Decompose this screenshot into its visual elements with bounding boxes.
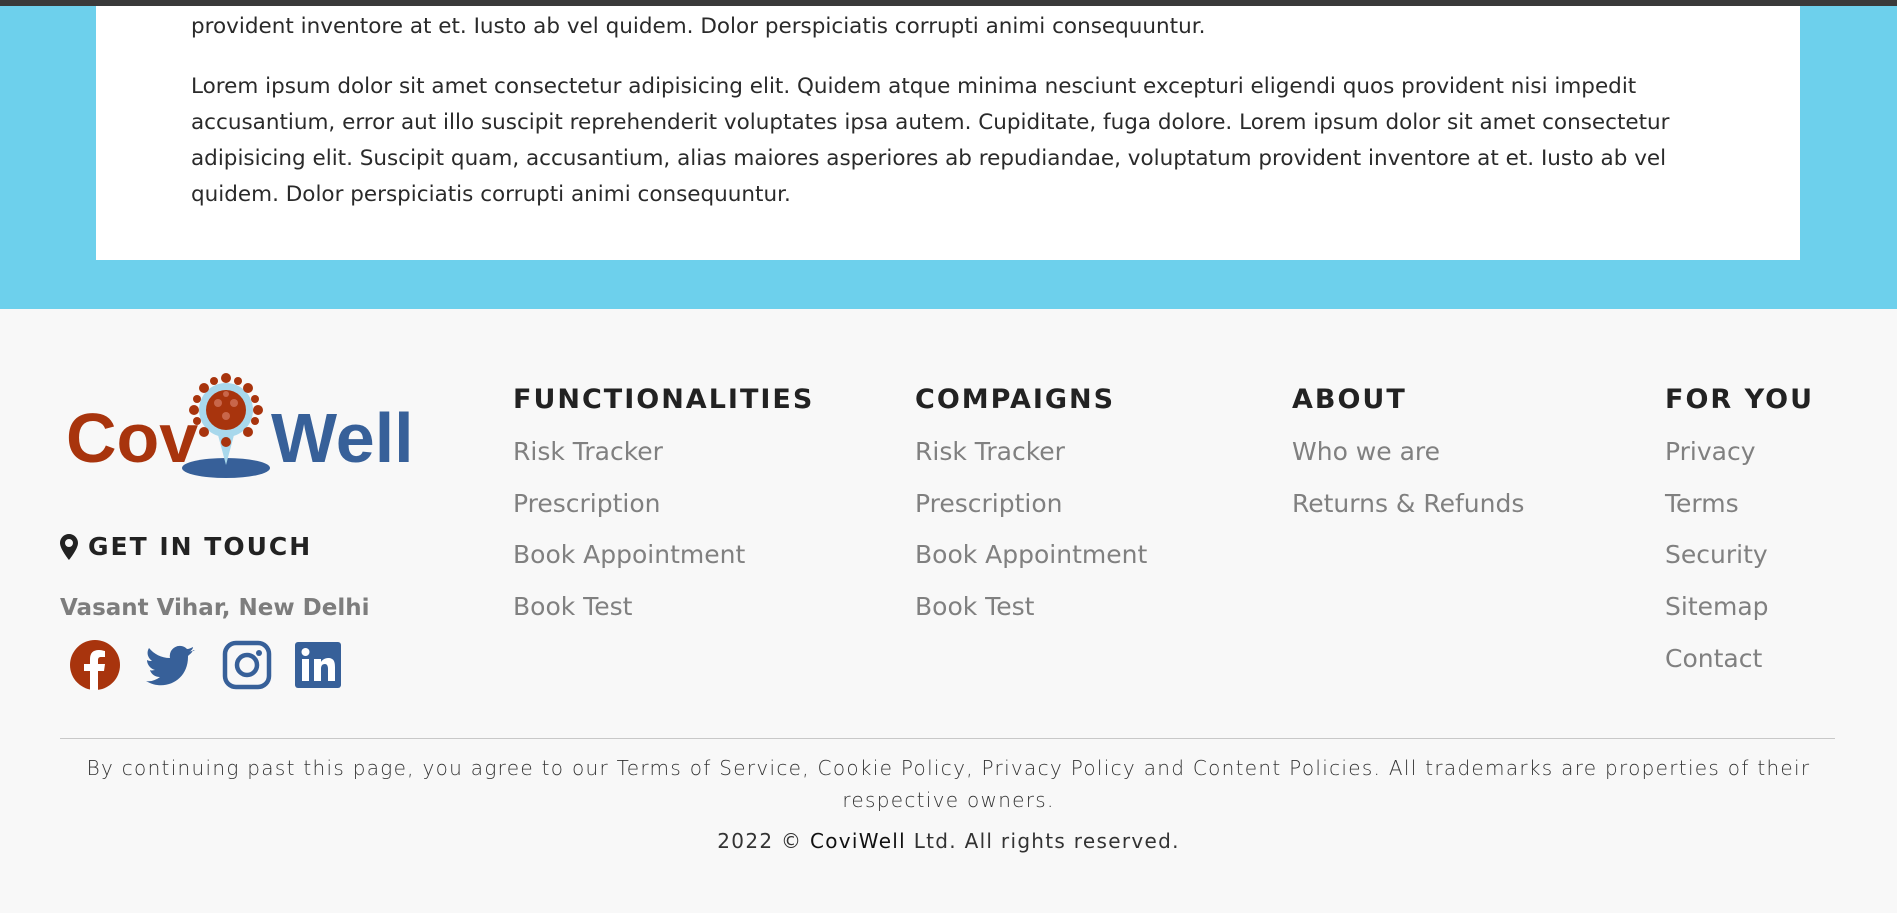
column-heading: COMPAIGNS	[915, 384, 1116, 415]
link-book-test[interactable]: Book Test	[915, 592, 1035, 622]
link-book-test[interactable]: Book Test	[513, 592, 633, 622]
link-terms[interactable]: Terms	[1665, 488, 1739, 518]
column-heading: FOR YOU	[1665, 384, 1815, 415]
footer-column-functionalities: FUNCTIONALITIES Risk Tracker Prescriptio…	[513, 384, 814, 644]
legal-notice: By continuing past this page, you agree …	[86, 756, 1811, 812]
facebook-icon[interactable]	[70, 640, 120, 690]
instagram-icon[interactable]	[222, 640, 272, 690]
top-edge-bar	[0, 0, 1897, 6]
copyright: 2022 © CoviWell Ltd. All rights reserved…	[0, 829, 1897, 853]
link-who-we-are[interactable]: Who we are	[1292, 437, 1441, 466]
address: Vasant Vihar, New Delhi	[60, 595, 370, 621]
twitter-icon[interactable]	[146, 640, 196, 690]
footer-column-compaigns: COMPAIGNS Risk Tracker Prescription Book…	[915, 384, 1147, 644]
link-prescription[interactable]: Prescription	[915, 488, 1063, 518]
link-sitemap[interactable]: Sitemap	[1665, 592, 1769, 622]
copyright-suffix: Ltd. All rights reserved.	[913, 829, 1180, 853]
link-prescription[interactable]: Prescription	[513, 488, 661, 518]
get-in-touch-heading: GET IN TOUCH	[60, 532, 312, 561]
link-security[interactable]: Security	[1665, 540, 1768, 570]
get-in-touch-label: GET IN TOUCH	[88, 532, 313, 561]
content-card: provident inventore at et. Iusto ab vel …	[96, 6, 1800, 260]
paragraph-tail: provident inventore at et. Iusto ab vel …	[191, 14, 1206, 39]
copyright-brand: CoviWell	[810, 829, 907, 853]
footer-column-for-you: FOR YOU Privacy Terms Security Sitemap C…	[1665, 384, 1814, 695]
copyright-prefix: 2022 ©	[717, 829, 803, 853]
footer-column-about: ABOUT Who we are Returns & Refunds	[1292, 384, 1524, 540]
coviwell-logo[interactable]: Cov Well	[66, 370, 411, 482]
linkedin-icon[interactable]	[293, 640, 343, 690]
column-heading: ABOUT	[1292, 384, 1407, 415]
column-heading: FUNCTIONALITIES	[513, 384, 815, 415]
logo-text-well: Well	[271, 399, 411, 477]
link-contact[interactable]: Contact	[1665, 643, 1763, 673]
link-privacy[interactable]: Privacy	[1665, 437, 1756, 466]
footer-divider	[60, 738, 1835, 739]
link-book-appointment[interactable]: Book Appointment	[513, 540, 746, 570]
link-book-appointment[interactable]: Book Appointment	[915, 540, 1148, 570]
link-returns-refunds[interactable]: Returns & Refunds	[1292, 488, 1525, 518]
map-marker-icon	[60, 533, 78, 560]
link-risk-tracker[interactable]: Risk Tracker	[513, 437, 663, 466]
link-risk-tracker[interactable]: Risk Tracker	[915, 437, 1065, 466]
logo-text-cov: Cov	[66, 399, 198, 477]
content-section: provident inventore at et. Iusto ab vel …	[0, 6, 1897, 309]
paragraph: Lorem ipsum dolor sit amet consectetur a…	[191, 74, 1670, 207]
